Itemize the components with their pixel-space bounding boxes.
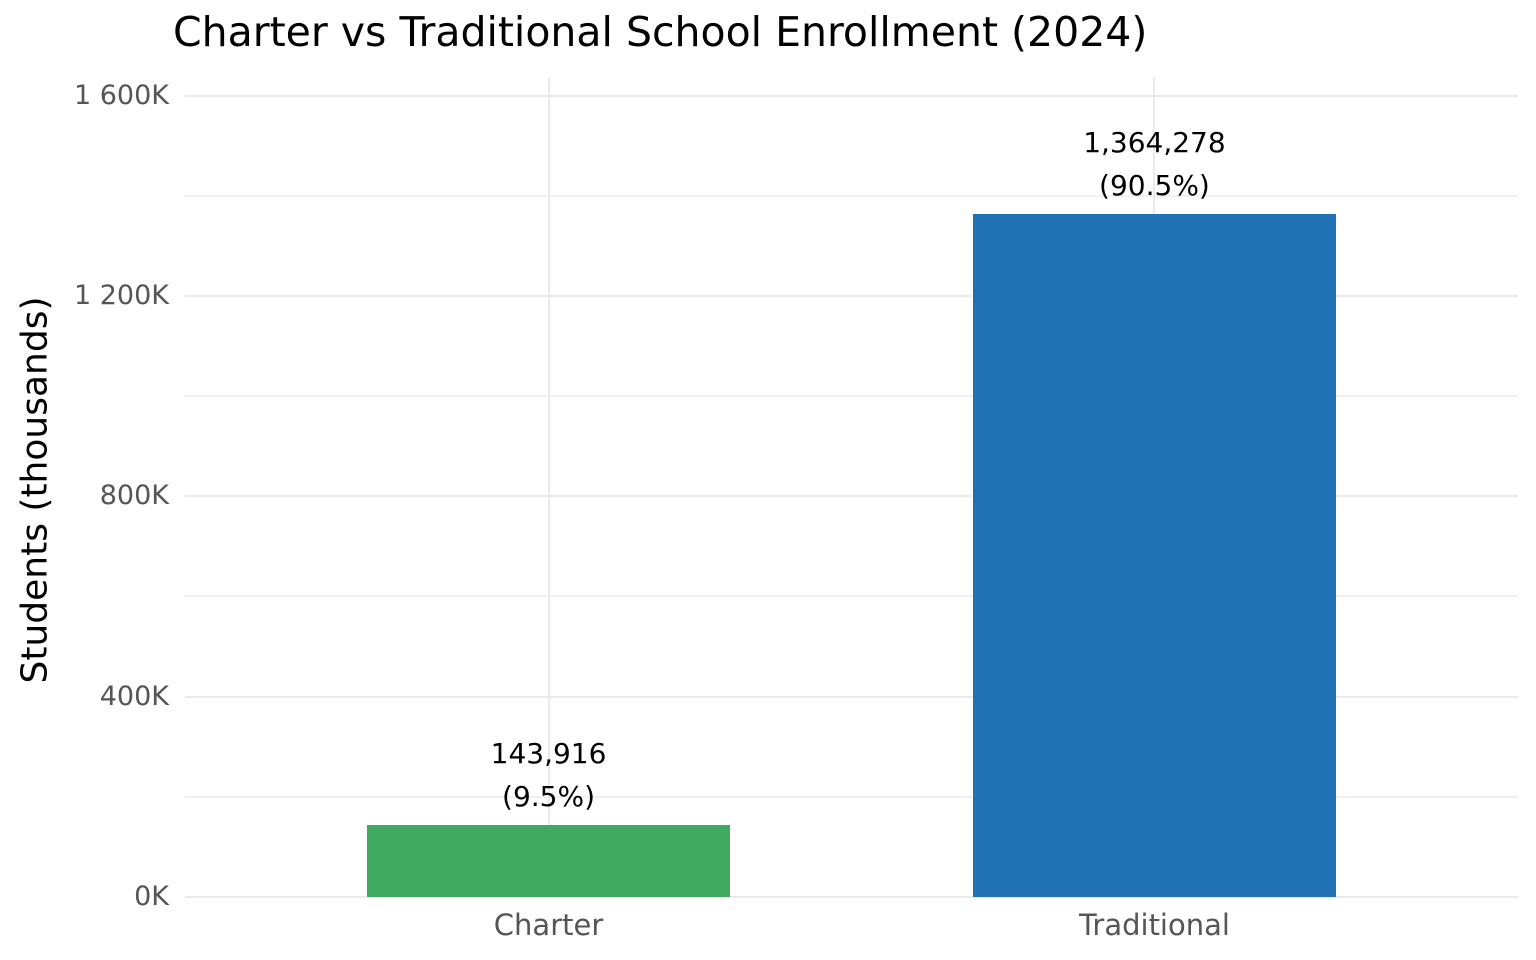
bar-annotation: 1,364,278 (90.5%) (974, 121, 1334, 207)
gridline-horizontal (185, 495, 1518, 498)
plot-area (185, 77, 1518, 898)
y-tick-label: 400K (99, 680, 169, 712)
bar-value-label: 1,364,278 (1083, 125, 1226, 159)
y-tick-label: 800K (99, 480, 169, 512)
bar-traditional (972, 213, 1337, 897)
y-tick-label: 0K (134, 881, 169, 912)
gridline-horizontal (185, 194, 1518, 197)
x-tick-label: Traditional (1078, 908, 1230, 942)
gridline-horizontal (185, 294, 1518, 297)
x-tick-label: Charter (493, 908, 604, 942)
gridline-horizontal (185, 795, 1518, 798)
gridline-horizontal (185, 896, 1518, 898)
gridline-vertical (547, 77, 550, 897)
gridline-horizontal (185, 595, 1518, 598)
chart-title: Charter vs Traditional School Enrollment… (173, 8, 1148, 56)
gridline-horizontal (185, 395, 1518, 398)
bar-value-label: 143,916 (490, 736, 607, 770)
bar-percent-label: (90.5%) (1099, 168, 1210, 202)
y-tick-label: 1 200K (73, 279, 169, 311)
bar-percent-label: (9.5%) (502, 779, 596, 813)
gridline-horizontal (185, 695, 1518, 698)
gridline-horizontal (185, 94, 1518, 97)
bar-annotation: 143,916 (9.5%) (369, 732, 729, 818)
bar-charter (366, 824, 731, 897)
y-tick-label: 1 600K (73, 79, 169, 111)
